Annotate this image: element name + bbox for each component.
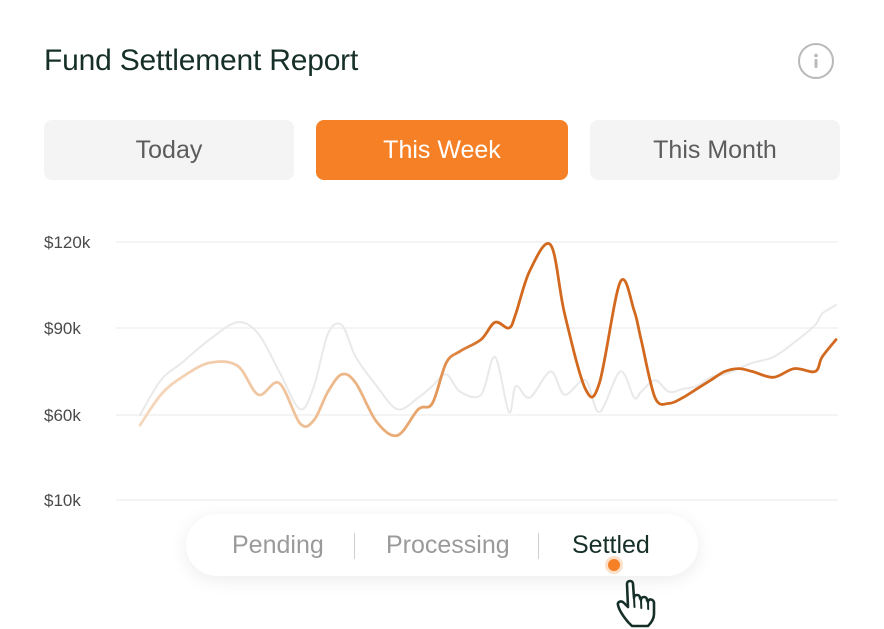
series-legend: Pending Processing Settled [186, 514, 698, 576]
y-tick-label: $120k [44, 233, 91, 252]
y-tick-label: $90k [44, 319, 81, 338]
hand-pointer-icon [616, 579, 656, 628]
page-title: Fund Settlement Report [44, 44, 359, 77]
legend-item-settled[interactable]: Settled [572, 530, 650, 559]
tab-today[interactable]: Today [44, 120, 294, 180]
legend-divider [538, 533, 539, 559]
series-line-secondary [139, 304, 837, 416]
tab-this-month[interactable]: This Month [590, 120, 840, 180]
tab-this-week[interactable]: This Week [316, 120, 568, 180]
info-button[interactable] [798, 43, 834, 79]
series-line-settled [138, 242, 838, 438]
legend-divider [354, 533, 355, 559]
active-indicator-dot [608, 559, 620, 571]
y-tick-label: $60k [44, 406, 81, 425]
legend-item-pending[interactable]: Pending [232, 530, 324, 559]
legend-item-processing[interactable]: Processing [386, 530, 510, 559]
period-tabs: Today This Week This Month [44, 120, 840, 180]
info-icon [814, 53, 818, 68]
y-tick-label: $10k [44, 491, 81, 510]
